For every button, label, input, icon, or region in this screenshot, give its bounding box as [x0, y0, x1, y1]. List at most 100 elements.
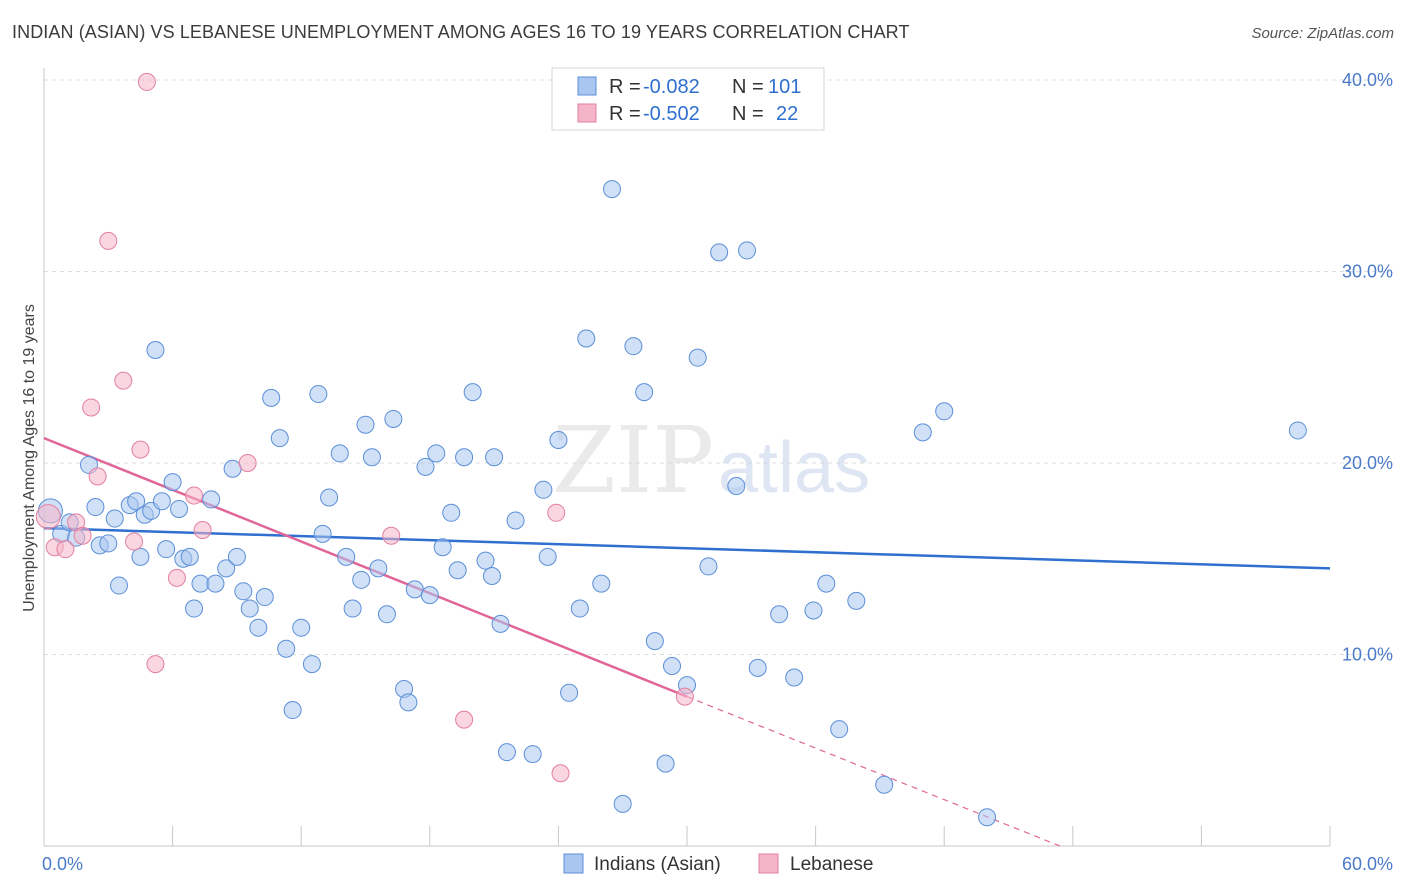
indians-point [152, 492, 171, 511]
indians-point [309, 385, 328, 404]
indians-point [313, 524, 332, 543]
chart-title: INDIAN (ASIAN) VS LEBANESE UNEMPLOYMENT … [12, 22, 910, 42]
lebanese-point [193, 521, 212, 540]
indians-point [86, 498, 105, 517]
indians-point [362, 448, 381, 467]
indians-point [978, 808, 997, 827]
indians-point [770, 605, 789, 624]
indians-point [255, 588, 274, 607]
lebanese-point [185, 486, 204, 505]
indians-point [416, 457, 435, 476]
indians-point [223, 459, 242, 478]
indians-point [699, 557, 718, 576]
indians-point [482, 566, 501, 585]
indians-point [270, 429, 289, 448]
indians-point [624, 337, 643, 356]
indians-point [1288, 421, 1307, 440]
indians-point [592, 574, 611, 593]
indians-point [202, 490, 221, 509]
legend-r-label-indians: R = [609, 76, 641, 98]
lebanese-point [82, 398, 101, 417]
indians-point [688, 348, 707, 367]
indians-point [352, 570, 371, 589]
legend-swatch-lebanese [577, 103, 597, 123]
indians-point [377, 605, 396, 624]
indians-point [99, 534, 118, 553]
axes [43, 68, 1331, 847]
lebanese-point [551, 764, 570, 783]
indians-point [240, 599, 259, 618]
lebanese-point [455, 710, 474, 729]
indians-point [560, 683, 579, 702]
indians-point [283, 701, 302, 720]
indians-point [491, 614, 510, 633]
indians-point [523, 745, 542, 764]
legend-swatch-indians [577, 76, 597, 96]
indians-point [405, 580, 424, 599]
legend-n-label-lebanese: N = [732, 103, 764, 125]
indians-point [738, 241, 757, 260]
indians-point [337, 547, 356, 566]
lebanese-point [35, 504, 61, 530]
indians-point [804, 601, 823, 620]
legend-n-label-indians: N = [732, 76, 764, 98]
bottom-legend-label-indians: Indians (Asian) [594, 854, 721, 875]
indians-point [913, 423, 932, 442]
indians-point [343, 599, 362, 618]
tick-labels: 10.0% 20.0% 30.0% 40.0% 0.0% 60.0% [42, 70, 1393, 874]
indians-point [131, 547, 150, 566]
legend-box: R = -0.082 N = 101 R = -0.502 N = 22 [551, 67, 825, 131]
lebanese-point [238, 454, 257, 472]
y-tick-label: 20.0% [1342, 453, 1393, 473]
y-tick-label: 10.0% [1342, 645, 1393, 665]
indians-point [463, 383, 482, 402]
lebanese-point [137, 72, 156, 91]
indians-point [433, 538, 452, 557]
indians-point [455, 448, 474, 467]
indians-point [476, 551, 495, 570]
indians-point [127, 492, 146, 511]
indians-point [506, 511, 525, 530]
indians-point [442, 503, 461, 522]
lebanese-point [131, 440, 150, 459]
indians-point [110, 576, 129, 595]
lebanese-point [56, 540, 75, 559]
indians-point [369, 559, 388, 578]
indians-point [399, 693, 418, 712]
indians-point [847, 591, 866, 610]
indians-point [727, 476, 746, 495]
lebanese-point [88, 467, 107, 486]
bottom-legend-swatch-lebanese [758, 853, 779, 874]
indians-point [157, 540, 176, 559]
x-tick-label: 60.0% [1342, 854, 1393, 874]
indians-point [206, 574, 225, 593]
lebanese-point [99, 231, 118, 250]
legend-r-label-lebanese: R = [609, 103, 641, 125]
indians-point [748, 658, 767, 677]
lebanese-point [125, 532, 144, 551]
indians-point [384, 409, 403, 428]
indians-point [105, 509, 124, 528]
chart-source: Source: ZipAtlas.com [1251, 25, 1394, 42]
indians-point [191, 574, 210, 593]
indians-point [549, 431, 568, 450]
indians-point [662, 656, 681, 675]
indians-point [485, 448, 504, 467]
watermark-atlas: atlas [718, 428, 870, 508]
indians-point [570, 599, 589, 618]
bottom-legend-label-lebanese: Lebanese [790, 854, 873, 875]
legend-n-value-lebanese: 22 [776, 103, 798, 125]
bottom-legend: Indians (Asian) Lebanese [563, 853, 873, 875]
data-points [35, 72, 1307, 827]
indians-point [656, 754, 675, 773]
indians-point [180, 547, 199, 566]
trend-lines [43, 436, 1331, 847]
indians-point [448, 561, 467, 580]
indians-trend-line [43, 526, 1331, 570]
lebanese-point [167, 568, 186, 587]
indians-point [420, 586, 439, 605]
indians-point [538, 547, 557, 566]
indians-point [497, 743, 516, 762]
indians-point [217, 559, 236, 578]
indians-point [234, 582, 253, 601]
